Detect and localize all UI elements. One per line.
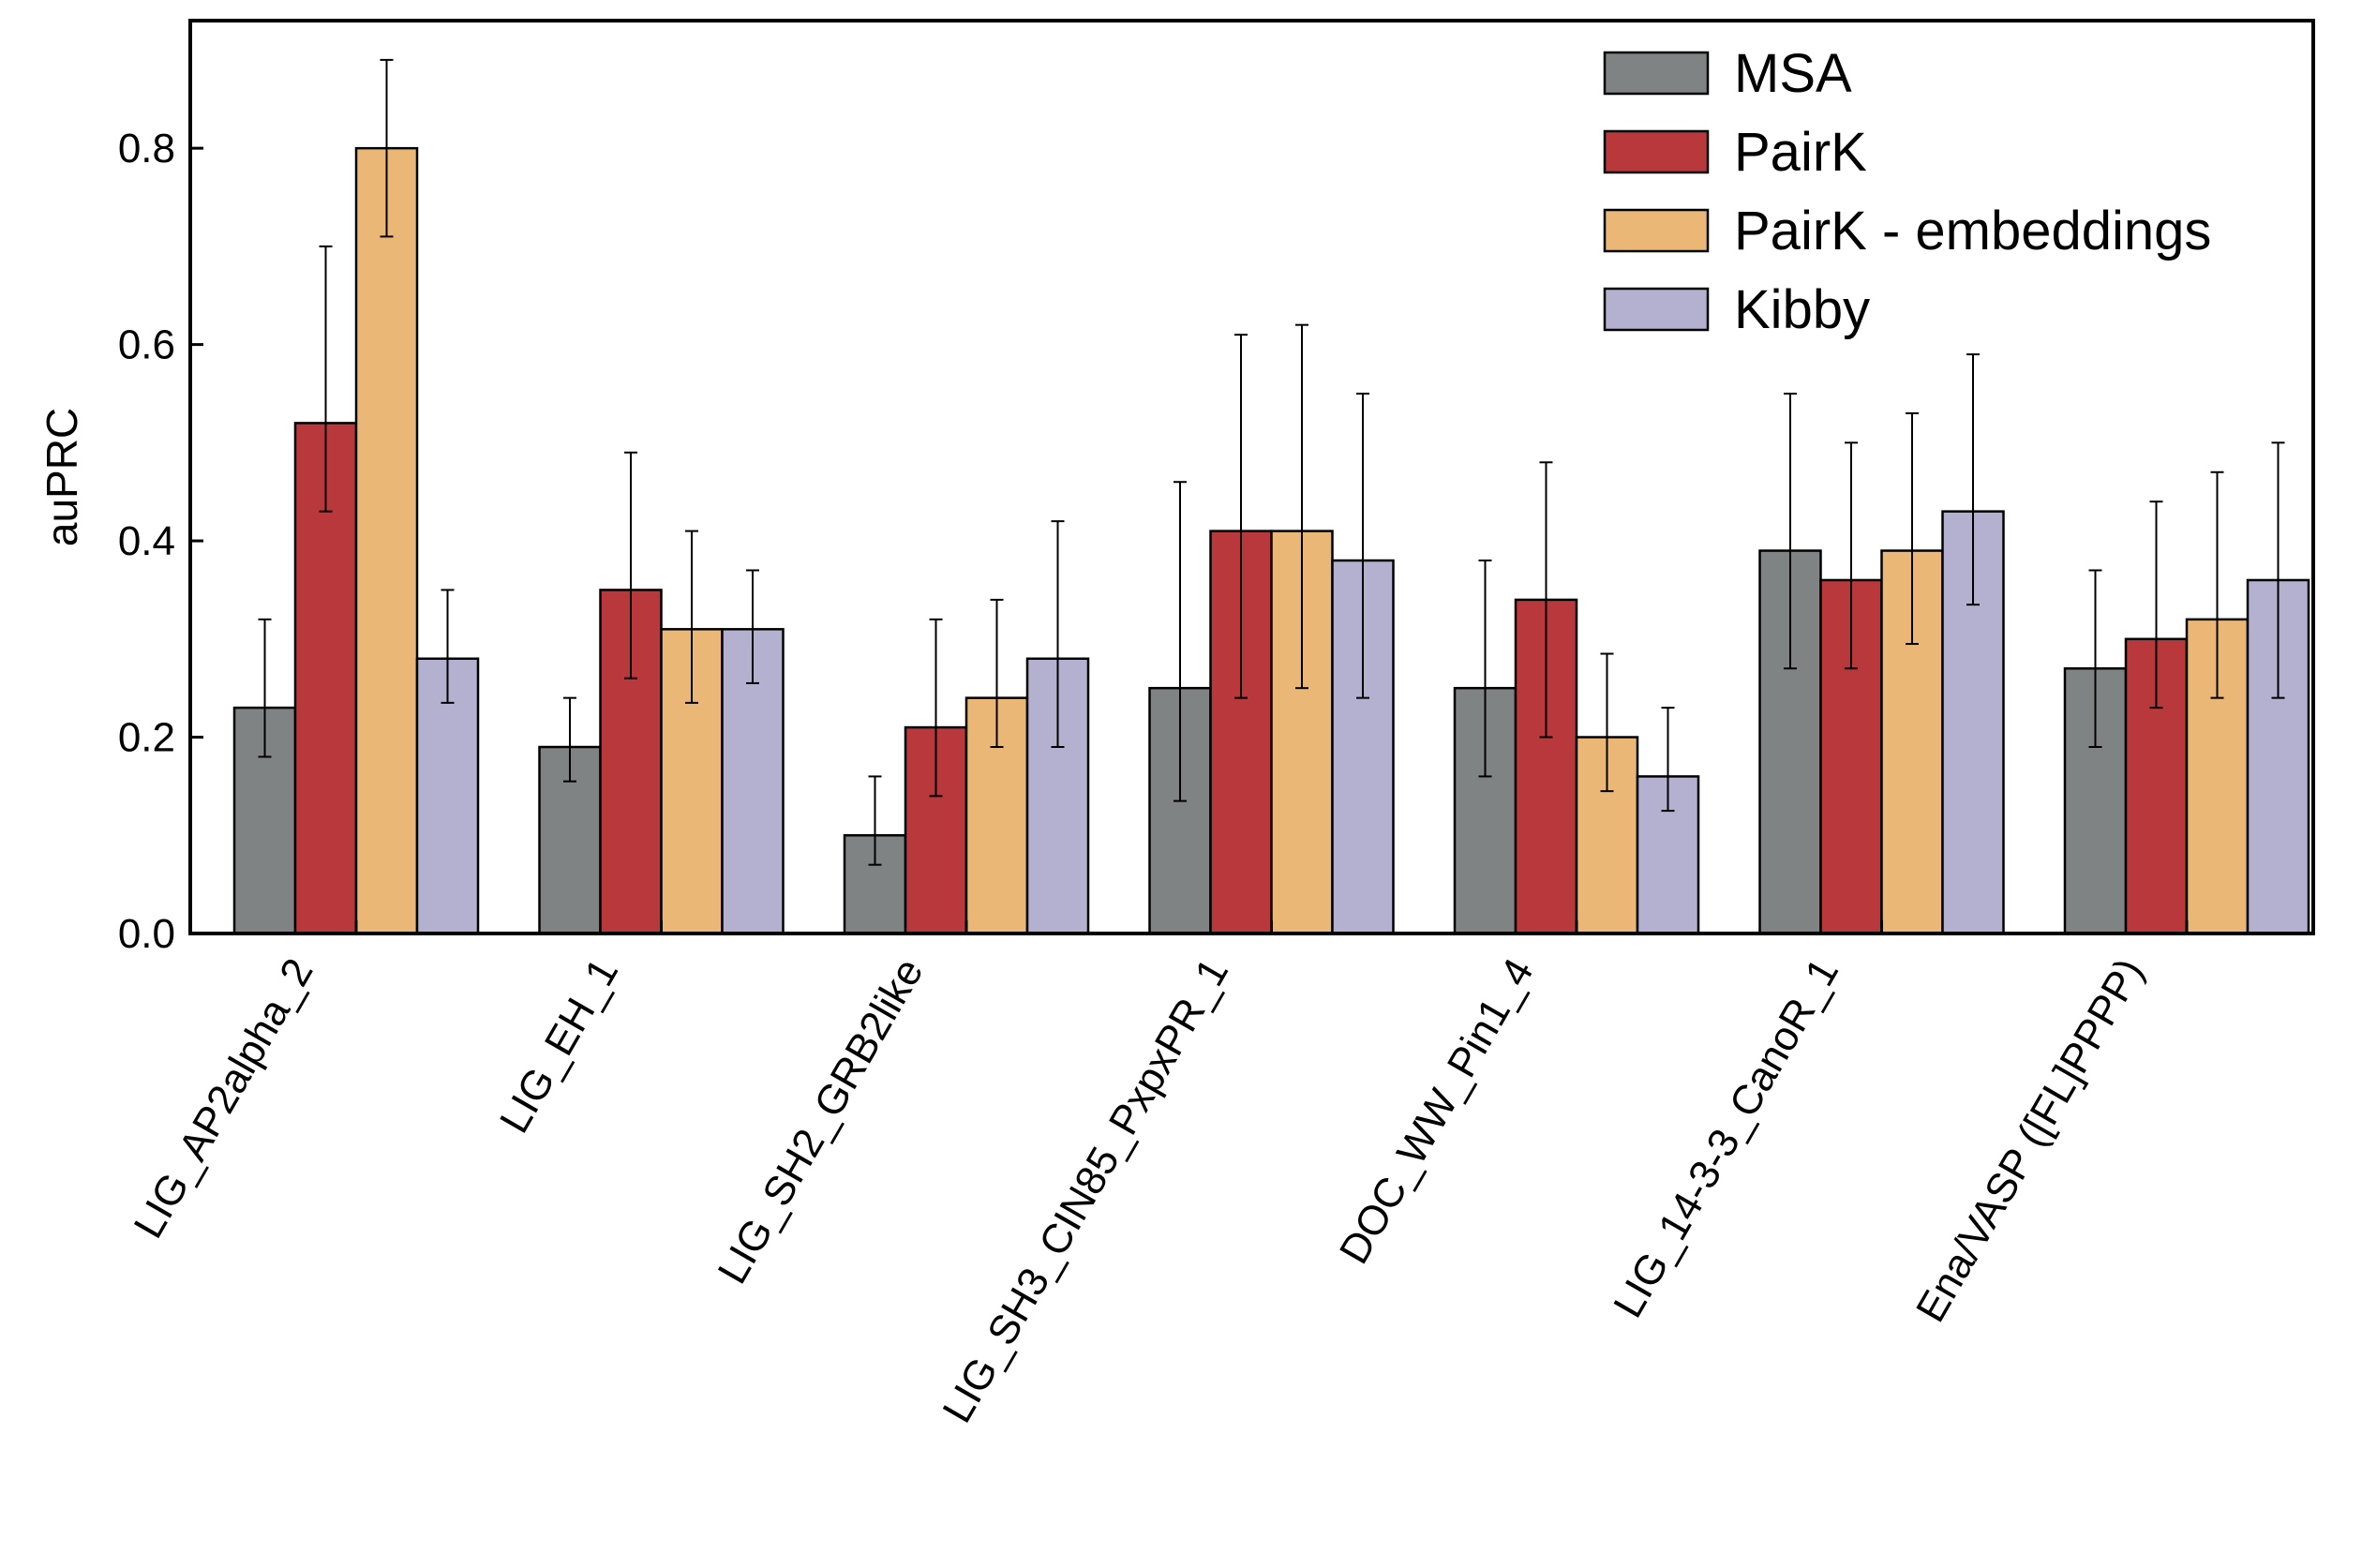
x-tick-label: DOC_WW_Pin1_4 xyxy=(1331,951,1543,1272)
legend: MSA PairK PairK - embeddings Kibby xyxy=(1603,43,2211,340)
bar xyxy=(354,146,419,935)
x-tick-label: LIG_AP2alpha_2 xyxy=(126,951,322,1247)
legend-swatch xyxy=(1603,51,1710,96)
bars-layer xyxy=(232,146,2310,935)
error-bars-layer xyxy=(258,58,2285,866)
x-tick-label: LIG_14-3-3_CanoR_1 xyxy=(1605,951,1847,1325)
legend-label: PairK - embeddings xyxy=(1734,201,2211,261)
legend-swatch xyxy=(1603,287,1710,332)
y-axis-title: auPRC xyxy=(37,408,86,546)
y-axis: 0.0 0.2 0.4 0.6 0.8 xyxy=(118,126,203,957)
x-tick-label: LIG_SH3_CIN85_PxpxPR_1 xyxy=(934,951,1237,1431)
x-tick-label: LIG_EH_1 xyxy=(491,951,627,1141)
legend-swatch xyxy=(1603,129,1710,174)
y-tick-label: 0.6 xyxy=(118,322,175,368)
y-tick-label: 0.2 xyxy=(118,715,175,761)
y-tick-label: 0.0 xyxy=(118,911,175,957)
legend-label: Kibby xyxy=(1734,279,1870,340)
legend-label: MSA xyxy=(1734,43,1852,104)
legend-swatch xyxy=(1603,208,1710,253)
x-tick-label: Ena/VASP ([FL]PPPP) xyxy=(1907,951,2153,1330)
y-tick-label: 0.4 xyxy=(118,518,175,564)
y-tick-label: 0.8 xyxy=(118,126,175,172)
legend-label: PairK xyxy=(1734,122,1867,183)
x-tick-label: LIG_SH2_GRB2like xyxy=(710,951,933,1292)
bar xyxy=(1514,598,1578,935)
x-axis: LIG_AP2alpha_2 LIG_EH_1 LIG_SH2_GRB2like LI… xyxy=(126,920,2189,1431)
plot-frame xyxy=(188,19,2315,935)
